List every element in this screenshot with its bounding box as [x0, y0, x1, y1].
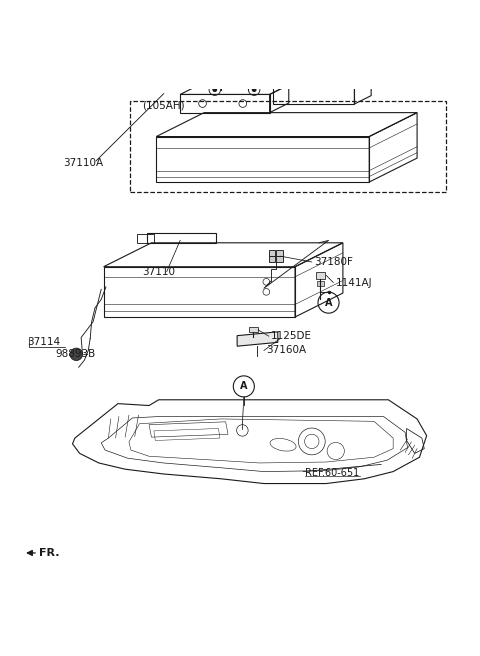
Bar — [317, 281, 324, 286]
Text: 37110A: 37110A — [63, 158, 103, 168]
Bar — [316, 272, 325, 279]
Bar — [130, 100, 446, 192]
Bar — [276, 256, 283, 262]
Bar — [269, 250, 276, 256]
Bar — [269, 256, 276, 262]
Text: (105AH): (105AH) — [142, 100, 184, 110]
Text: 98893B: 98893B — [56, 350, 96, 359]
Text: 37114: 37114 — [27, 337, 60, 348]
Text: 1125DE: 1125DE — [271, 331, 312, 341]
Text: FR.: FR. — [39, 548, 60, 558]
Bar — [249, 327, 258, 333]
Text: 37180F: 37180F — [314, 257, 353, 267]
Circle shape — [252, 87, 256, 92]
Text: 37160A: 37160A — [266, 346, 306, 356]
Text: 37110: 37110 — [142, 266, 175, 277]
Text: A: A — [325, 298, 332, 308]
Polygon shape — [237, 332, 278, 346]
Text: 1141AJ: 1141AJ — [336, 277, 372, 287]
Text: A: A — [240, 381, 248, 392]
Bar — [276, 250, 283, 256]
Circle shape — [70, 348, 83, 361]
Circle shape — [212, 87, 217, 92]
Text: REF.60-651: REF.60-651 — [305, 468, 359, 478]
